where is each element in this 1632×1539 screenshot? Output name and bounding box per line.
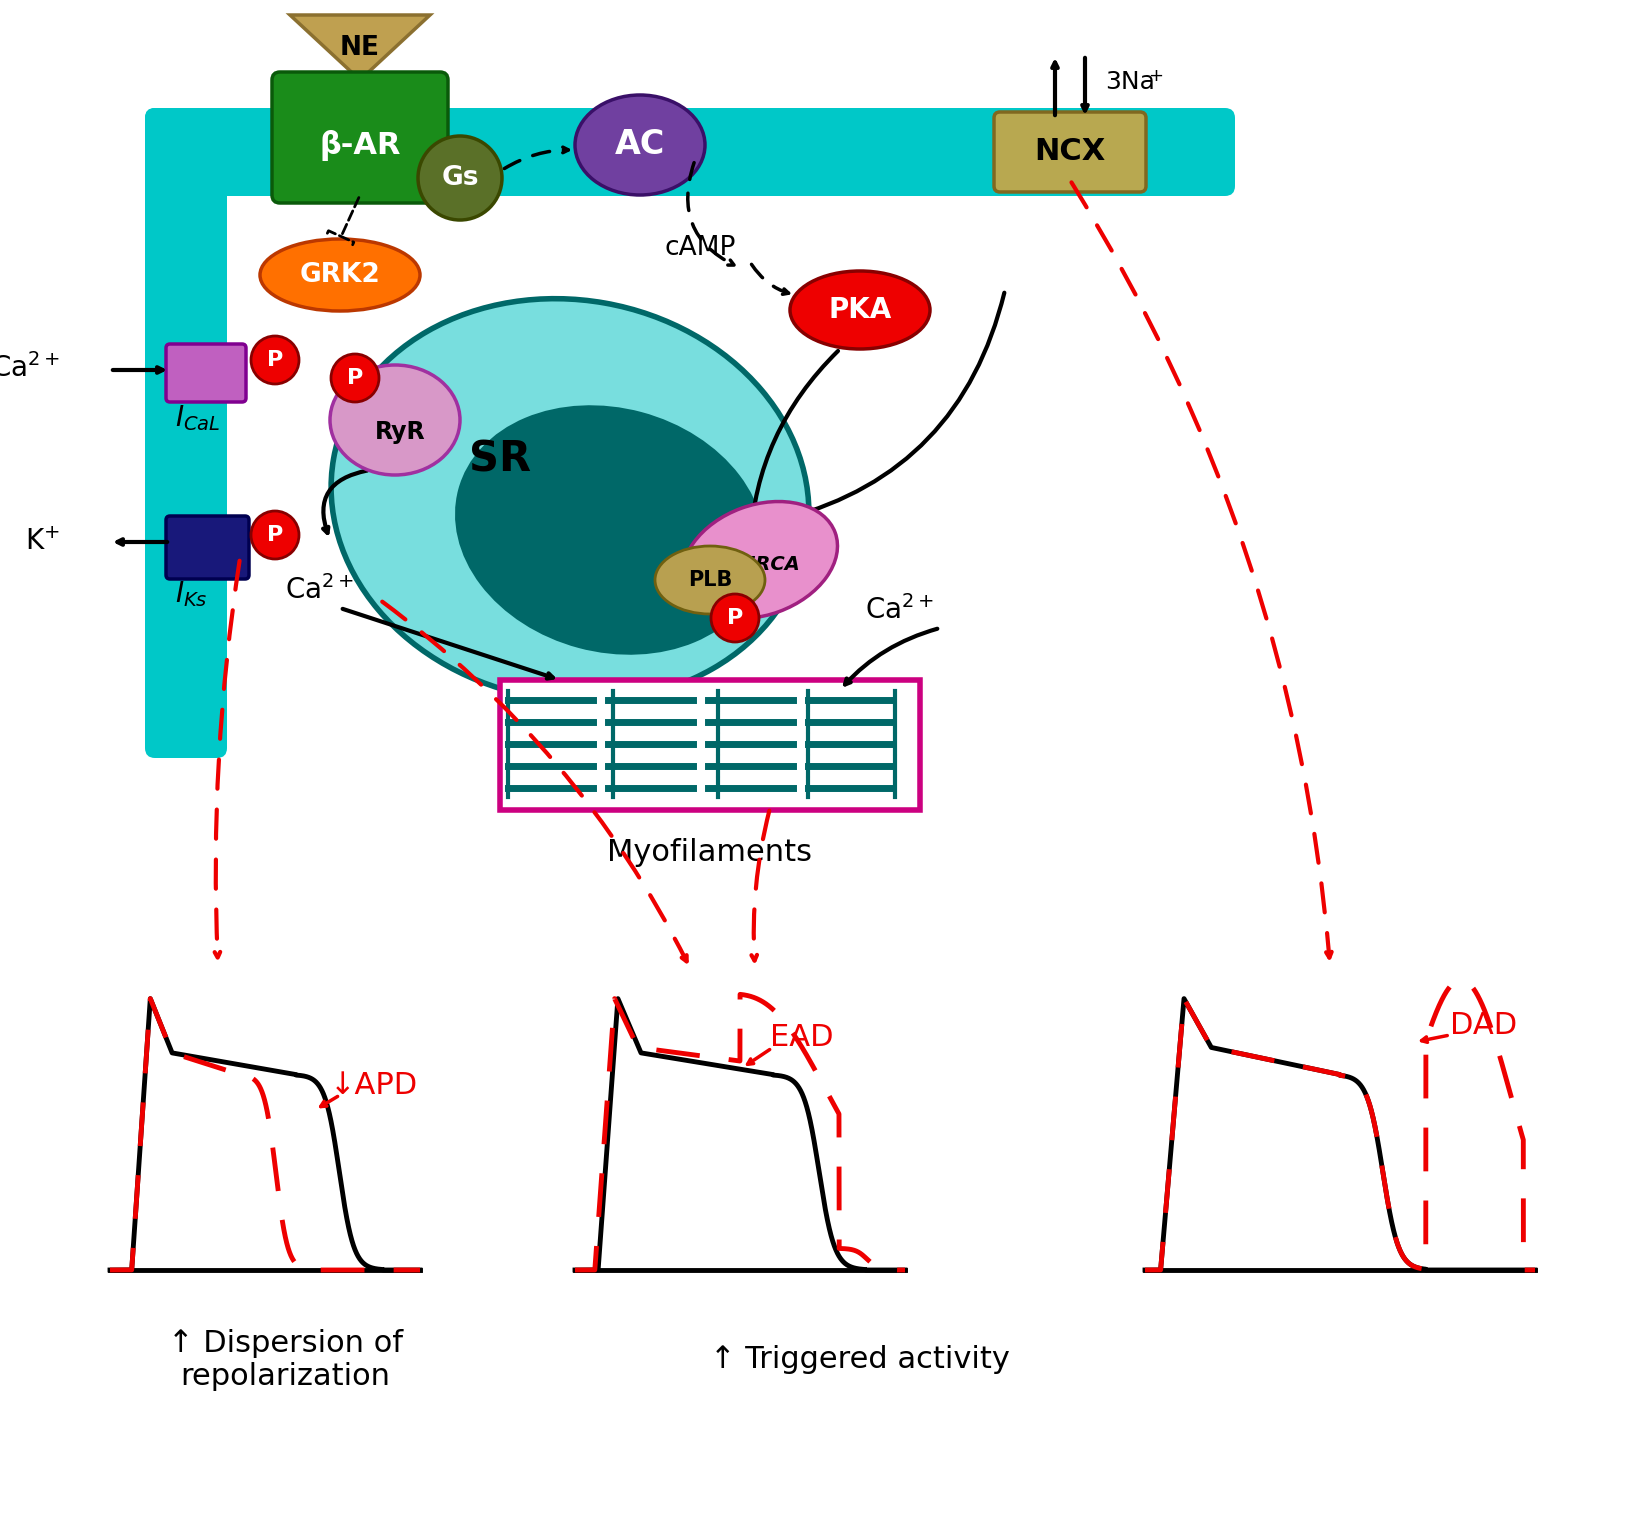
Ellipse shape xyxy=(654,546,765,614)
Circle shape xyxy=(251,336,299,385)
FancyBboxPatch shape xyxy=(166,345,246,402)
Ellipse shape xyxy=(574,95,705,195)
Text: Ca$^{2+}$: Ca$^{2+}$ xyxy=(286,576,354,605)
Polygon shape xyxy=(290,15,429,80)
Ellipse shape xyxy=(790,271,930,349)
FancyBboxPatch shape xyxy=(145,108,227,759)
Text: Gs: Gs xyxy=(441,165,478,191)
Text: Ca$^{2+}$: Ca$^{2+}$ xyxy=(865,596,935,625)
Text: +: + xyxy=(1147,68,1164,85)
Text: RyR: RyR xyxy=(375,420,426,443)
Text: ↑ Dispersion of
repolarization: ↑ Dispersion of repolarization xyxy=(168,1328,403,1391)
Text: $I_{Ks}$: $I_{Ks}$ xyxy=(175,579,207,609)
Text: SERCA: SERCA xyxy=(730,556,801,574)
Text: GRK2: GRK2 xyxy=(300,262,380,288)
Circle shape xyxy=(331,354,379,402)
Text: NE: NE xyxy=(339,35,380,62)
Text: P: P xyxy=(726,608,743,628)
Text: DAD: DAD xyxy=(1449,1011,1518,1039)
Text: Myofilaments: Myofilaments xyxy=(607,839,813,866)
Ellipse shape xyxy=(331,299,809,702)
Text: $I_{CaL}$: $I_{CaL}$ xyxy=(175,403,220,432)
Text: AC: AC xyxy=(615,128,666,162)
Text: NCX: NCX xyxy=(1035,137,1105,166)
Text: SR: SR xyxy=(468,439,530,482)
Text: P: P xyxy=(348,368,364,388)
Text: PKA: PKA xyxy=(829,295,891,325)
Text: cAMP: cAMP xyxy=(664,235,736,262)
Ellipse shape xyxy=(330,365,460,476)
Text: 3Na: 3Na xyxy=(1105,69,1155,94)
FancyBboxPatch shape xyxy=(145,108,1235,195)
Circle shape xyxy=(418,135,503,220)
Text: ↓APD: ↓APD xyxy=(330,1071,418,1099)
Text: PLB: PLB xyxy=(687,569,733,589)
FancyBboxPatch shape xyxy=(166,516,250,579)
Ellipse shape xyxy=(682,502,837,619)
Text: EAD: EAD xyxy=(770,1023,834,1053)
Text: P: P xyxy=(268,525,282,545)
Text: K$^{+}$: K$^{+}$ xyxy=(24,528,60,556)
Text: β-AR: β-AR xyxy=(320,129,401,162)
Ellipse shape xyxy=(259,239,419,311)
Circle shape xyxy=(251,511,299,559)
Circle shape xyxy=(712,594,759,642)
Text: ↑ Triggered activity: ↑ Triggered activity xyxy=(710,1345,1010,1374)
Text: P: P xyxy=(268,349,282,369)
FancyBboxPatch shape xyxy=(273,72,449,203)
Text: Ca$^{2+}$: Ca$^{2+}$ xyxy=(0,352,60,383)
FancyBboxPatch shape xyxy=(994,112,1146,192)
Ellipse shape xyxy=(457,408,762,653)
FancyBboxPatch shape xyxy=(499,680,920,810)
